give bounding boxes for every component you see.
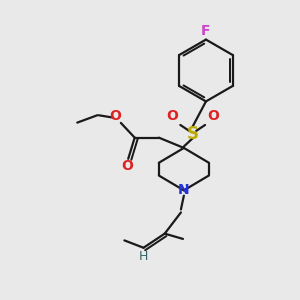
Text: O: O xyxy=(166,109,178,123)
Text: O: O xyxy=(207,109,219,123)
Text: S: S xyxy=(187,125,199,143)
Text: H: H xyxy=(139,250,148,262)
Text: O: O xyxy=(110,109,122,123)
Text: N: N xyxy=(178,183,190,197)
Text: O: O xyxy=(122,159,134,172)
Text: F: F xyxy=(201,24,211,38)
